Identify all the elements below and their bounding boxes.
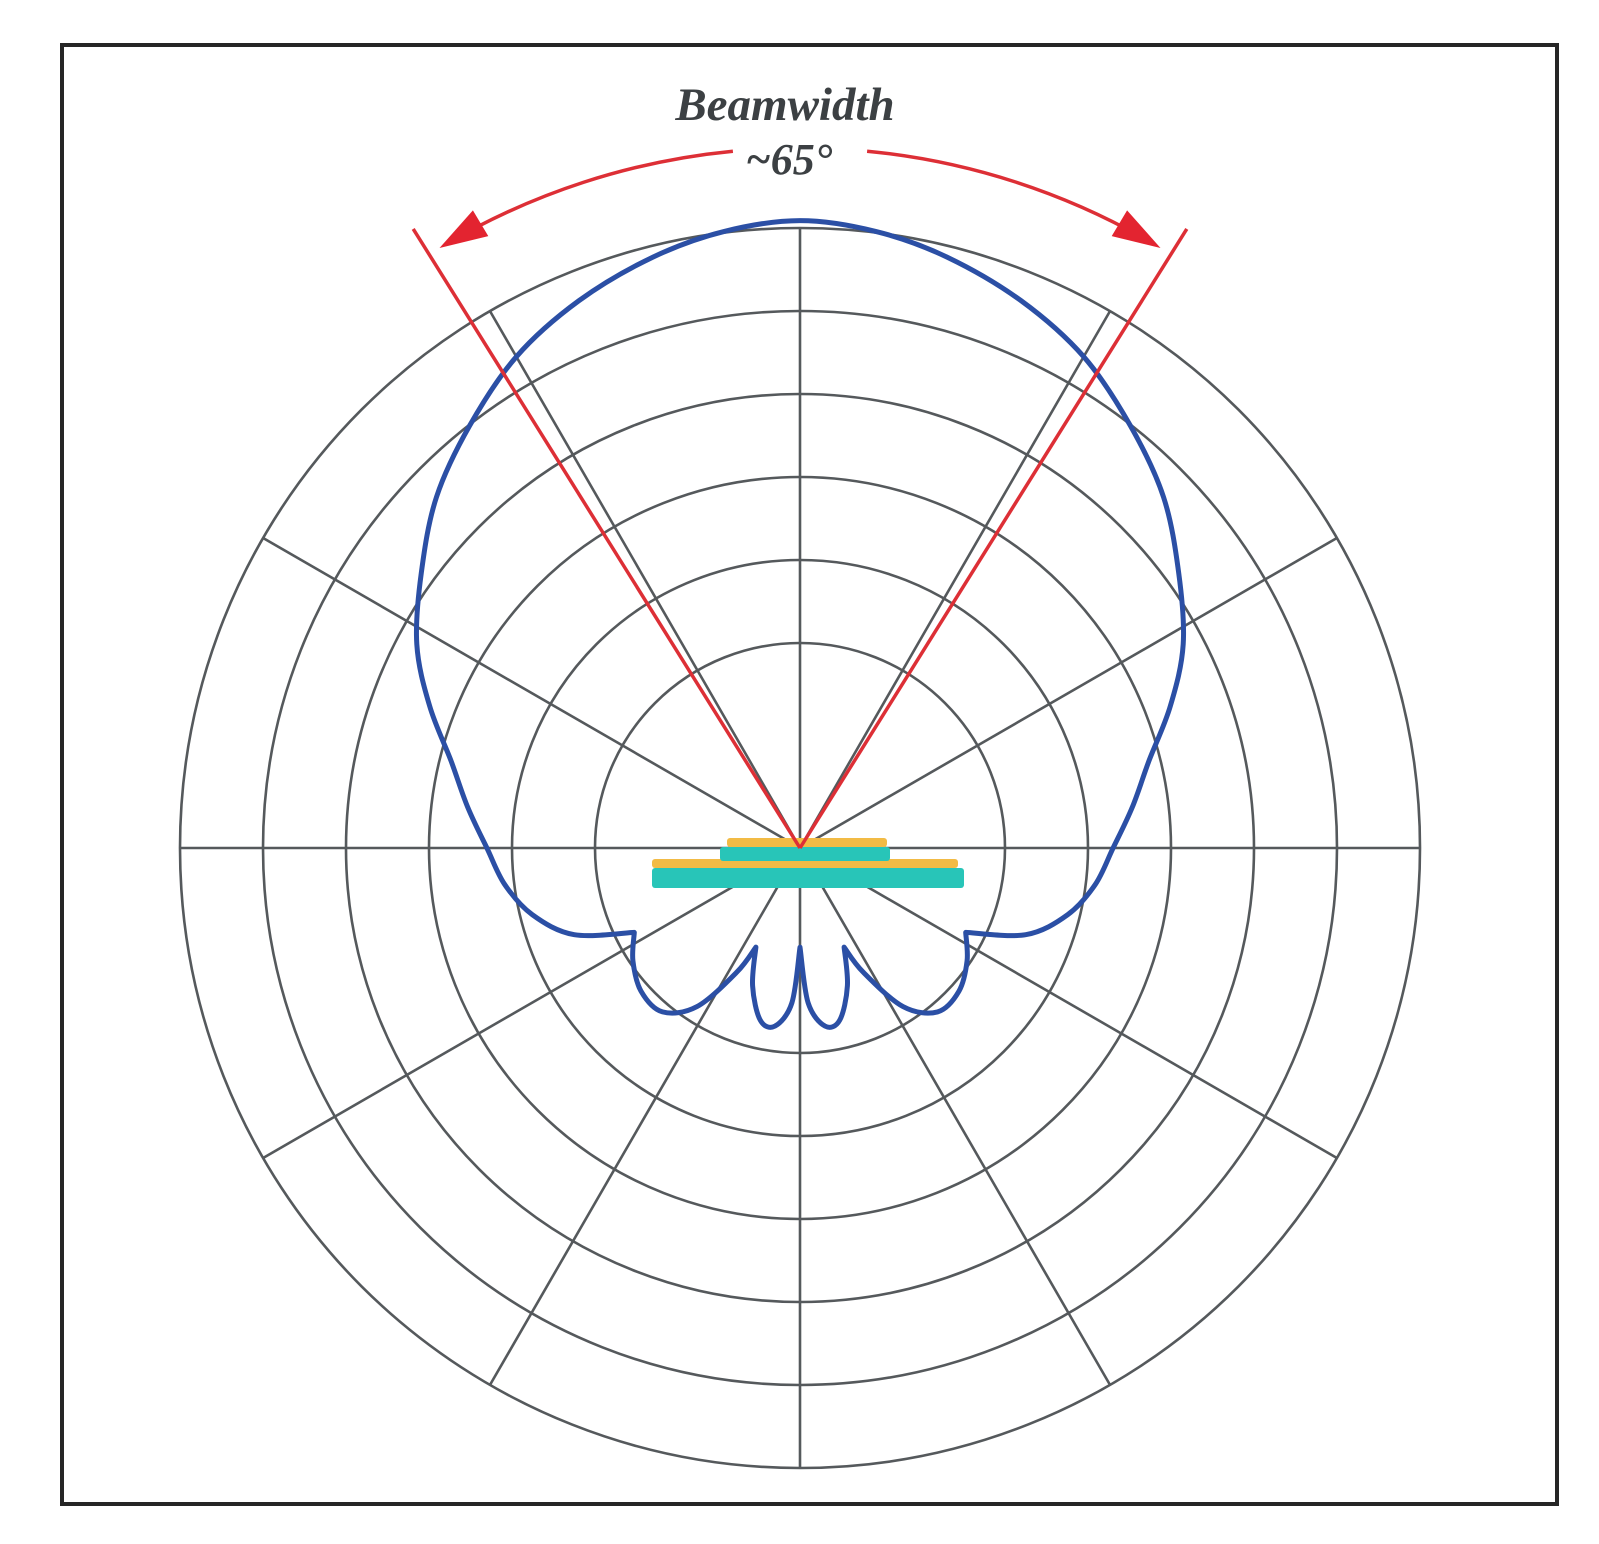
grid-spoke xyxy=(799,846,1338,1160)
beamwidth-annotation xyxy=(411,149,1189,849)
antenna-ground-metal xyxy=(652,859,958,868)
grid-spoke xyxy=(488,310,802,849)
beamwidth-title: Beamwidth xyxy=(674,79,894,131)
antenna-patch-metal xyxy=(727,838,887,847)
grid-spoke xyxy=(262,846,801,1160)
grid-spoke xyxy=(798,310,1112,849)
grid-spoke xyxy=(798,847,1112,1386)
beamwidth-line-right xyxy=(798,227,1189,849)
antenna-ground-substrate xyxy=(652,868,964,888)
grid-spoke xyxy=(488,847,802,1386)
figure-frame xyxy=(60,43,1559,1506)
beamwidth-value-label: ~65° xyxy=(746,135,833,184)
beamwidth-arrowhead-left xyxy=(439,210,489,248)
beamwidth-arc-left xyxy=(443,149,734,247)
beamwidth-arrowhead-right xyxy=(1111,210,1161,248)
beamwidth-line-left xyxy=(411,227,802,849)
pattern-outline xyxy=(413,218,1187,1030)
grid-spoke xyxy=(262,536,801,850)
radiation-pattern-curve xyxy=(413,218,1187,1030)
patch-antenna xyxy=(652,838,964,888)
polar-grid xyxy=(178,226,1422,1470)
antenna-patch-substrate xyxy=(720,847,890,861)
grid-spoke xyxy=(799,536,1338,850)
beamwidth-arc-right xyxy=(866,149,1157,247)
